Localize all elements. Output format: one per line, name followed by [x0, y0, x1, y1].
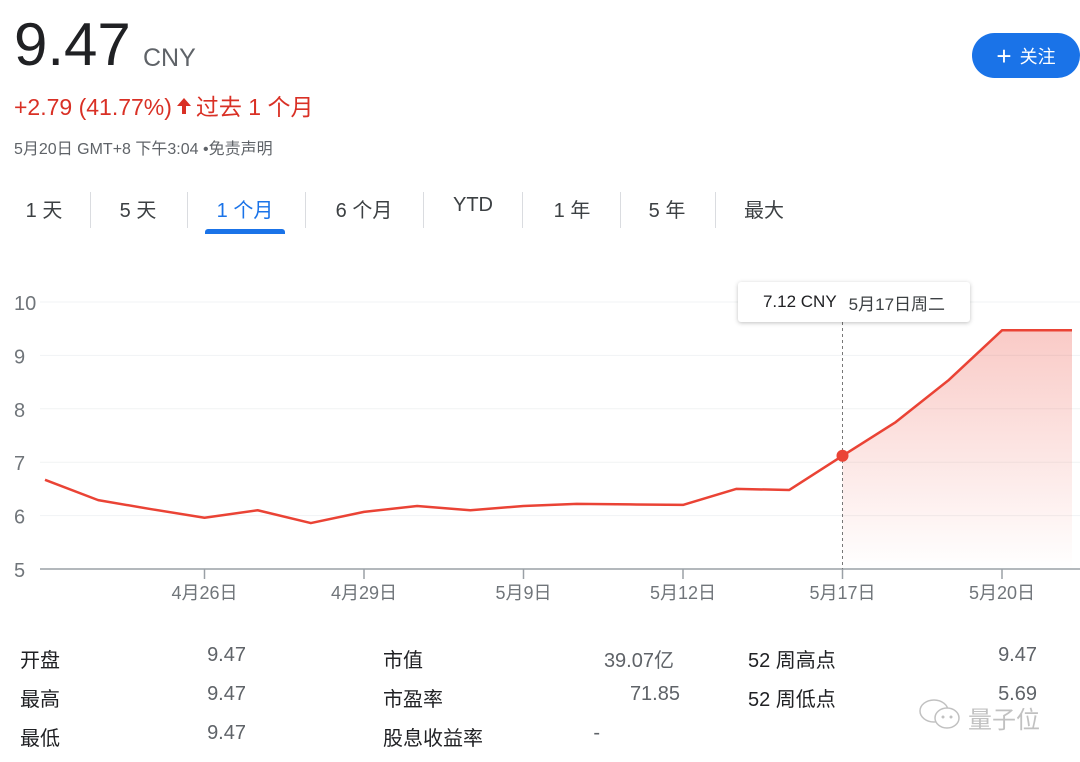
stat-value-52w-low: 5.69 [998, 683, 1037, 705]
stat-label-52w-high: 52 周高点 [748, 650, 836, 672]
tooltip-price: 7.12 CNY [762, 292, 837, 311]
change-value: +2.79 (41.77%) [14, 94, 172, 120]
tab-5-year[interactable]: 5 年 [648, 200, 686, 222]
price-change: +2.79 (41.77%) 过去 1 个月 [14, 88, 314, 122]
stat-label-52w-low: 52 周低点 [748, 689, 836, 711]
y-tick-label: 8 [14, 400, 25, 422]
y-tick-label: 6 [14, 507, 25, 529]
watermark-text: 量子位 [968, 707, 1040, 734]
y-tick-label: 9 [14, 346, 25, 368]
tab-6-month[interactable]: 6 个月 [335, 200, 393, 222]
stat-value-pe-ratio: 71.85 [629, 683, 680, 705]
stat-label-open: 开盘 [20, 650, 60, 672]
stat-value-high: 9.47 [207, 683, 246, 705]
tab-divider [305, 192, 306, 228]
price-chart[interactable]: 5 6 7 8 9 10 4月26日 4月29日 5月9日 5月12日 5月17日 5月20日 [0, 280, 1080, 610]
tab-ytd[interactable]: YTD [453, 194, 493, 216]
highlight-area [842, 330, 1072, 569]
tab-divider [522, 192, 523, 228]
stat-label-market-cap: 市值 [383, 650, 423, 672]
tab-divider [620, 192, 621, 228]
stat-value-market-cap: 39.07亿 [603, 650, 674, 672]
quote-meta: 5月20日 GMT+8 下午3:04 •免责声明 [14, 135, 273, 159]
tab-5-day[interactable]: 5 天 [119, 200, 157, 222]
tab-divider [715, 192, 716, 228]
current-price: 9.47 [14, 11, 131, 78]
y-tick-label: 5 [14, 560, 25, 582]
separator: • [202, 141, 209, 158]
disclaimer-link[interactable]: 免责声明 [208, 141, 273, 158]
y-tick-label: 10 [14, 293, 36, 315]
tab-1-year[interactable]: 1 年 [553, 200, 591, 222]
stat-value-52w-high: 9.47 [998, 644, 1037, 666]
tab-divider [187, 192, 188, 228]
x-tick-label: 5月12日 [650, 583, 716, 603]
stat-label-dividend-yield: 股息收益率 [383, 728, 483, 750]
tab-divider [423, 192, 424, 228]
tooltip-date: 5月17日周二 [848, 294, 946, 314]
price-line [44, 329, 1072, 525]
plus-icon: + [996, 40, 1012, 71]
follow-button[interactable]: + 关注 [972, 33, 1080, 78]
hover-point [836, 449, 849, 462]
x-tick-label: 4月26日 [171, 583, 237, 603]
x-tick-label: 5月17日 [809, 583, 875, 603]
currency-label: CNY [143, 44, 196, 72]
arrow-up-icon [176, 94, 192, 121]
wechat-icon [918, 697, 962, 738]
stat-value-open: 9.47 [207, 644, 246, 666]
x-tick-label: 4月29日 [331, 583, 397, 603]
tab-divider [90, 192, 91, 228]
x-tick-label: 5月20日 [969, 583, 1035, 603]
stat-label-high: 最高 [20, 689, 60, 711]
chart-tooltip: 7.12 CNY 5月17日周二 [738, 282, 970, 322]
change-period: 过去 1 个月 [195, 94, 314, 120]
timestamp: 5月20日 GMT+8 下午3:04 [14, 141, 199, 158]
stat-value-low: 9.47 [207, 722, 246, 744]
stat-label-pe-ratio: 市盈率 [383, 689, 443, 711]
active-tab-indicator [205, 229, 285, 234]
tab-1-day[interactable]: 1 天 [25, 200, 63, 222]
watermark: 量子位 [918, 697, 1040, 738]
tab-1-month[interactable]: 1 个月 [216, 200, 274, 222]
x-tick-label: 5月9日 [495, 583, 551, 603]
stat-value-dividend-yield: - [593, 722, 600, 744]
tab-max[interactable]: 最大 [744, 200, 784, 222]
y-tick-label: 7 [14, 453, 25, 475]
follow-label: 关注 [1019, 46, 1056, 67]
stat-label-low: 最低 [20, 728, 60, 750]
